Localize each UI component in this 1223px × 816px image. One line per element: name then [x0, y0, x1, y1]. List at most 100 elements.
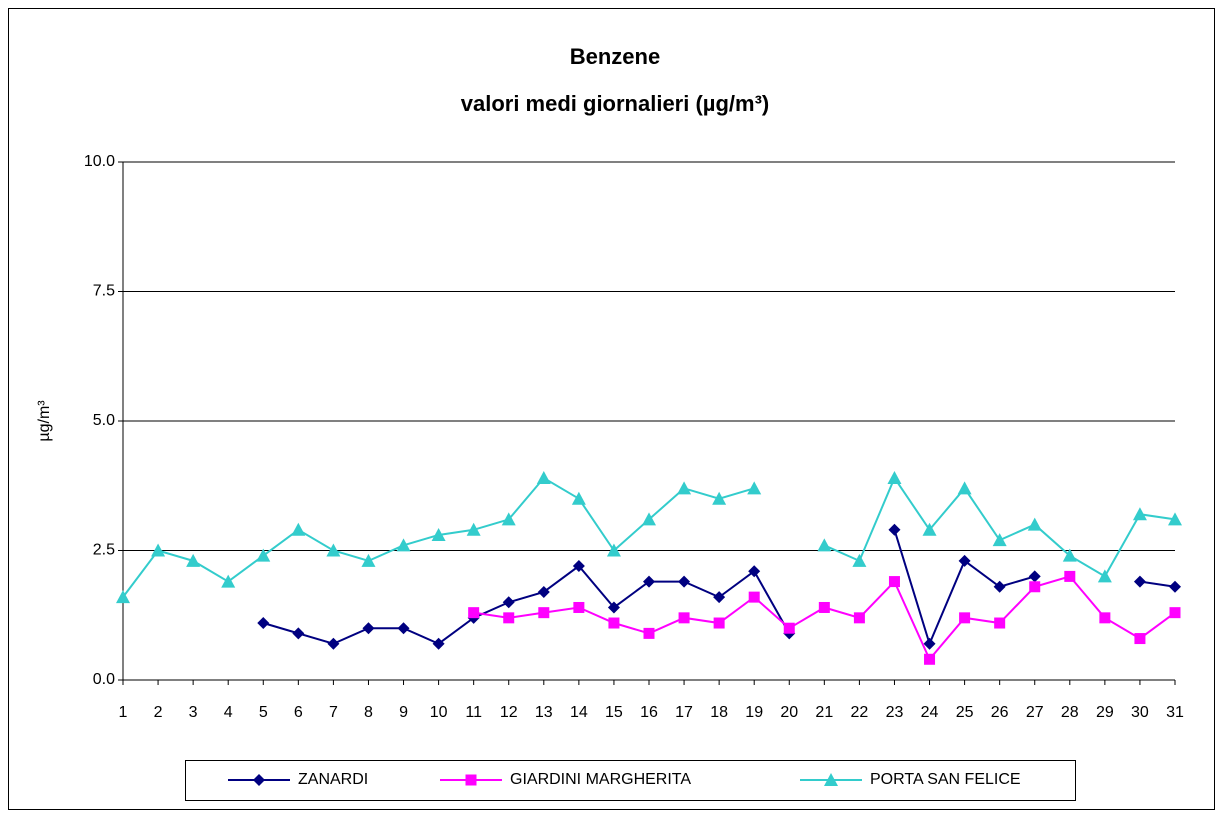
- x-tick-label: 23: [886, 704, 904, 721]
- marker: [643, 575, 655, 588]
- marker: [572, 560, 585, 573]
- y-tick-label: 10.0: [84, 153, 115, 170]
- marker: [783, 622, 795, 634]
- x-tick-label: 14: [570, 704, 588, 721]
- marker: [852, 553, 867, 567]
- marker: [256, 548, 271, 562]
- marker: [327, 637, 340, 650]
- marker: [747, 481, 762, 495]
- x-tick-label: 19: [745, 704, 763, 721]
- x-tick-label: 25: [956, 704, 974, 721]
- x-tick-label: 1: [119, 704, 128, 721]
- marker: [748, 565, 761, 578]
- legend-label: PORTA SAN FELICE: [870, 771, 1021, 788]
- marker: [853, 612, 865, 624]
- marker: [291, 522, 306, 536]
- x-tick-label: 3: [189, 704, 198, 721]
- x-tick-label: 6: [294, 704, 303, 721]
- marker: [186, 553, 201, 567]
- x-tick-label: 30: [1131, 704, 1149, 721]
- marker: [362, 622, 375, 635]
- marker: [678, 612, 690, 624]
- marker: [922, 522, 937, 536]
- marker: [1097, 569, 1112, 583]
- marker: [397, 622, 410, 635]
- marker: [1133, 575, 1146, 588]
- x-tick-label: 26: [991, 704, 1009, 721]
- marker: [1169, 607, 1181, 619]
- marker: [468, 607, 480, 619]
- marker: [643, 627, 655, 639]
- marker: [887, 470, 902, 484]
- marker: [538, 607, 550, 619]
- marker: [957, 481, 972, 495]
- y-tick-label: 2.5: [93, 542, 115, 559]
- marker: [1064, 570, 1076, 582]
- marker: [501, 512, 516, 526]
- marker: [432, 637, 445, 650]
- marker: [1062, 548, 1077, 562]
- x-tick-label: 31: [1166, 704, 1184, 721]
- marker: [116, 590, 130, 604]
- marker: [1134, 633, 1146, 645]
- marker: [503, 612, 515, 624]
- marker: [993, 580, 1006, 593]
- marker: [502, 596, 515, 609]
- y-axis-label: µg/m³: [36, 400, 53, 442]
- marker: [607, 601, 620, 614]
- marker: [888, 523, 901, 536]
- x-tick-label: 10: [430, 704, 448, 721]
- marker: [606, 543, 621, 557]
- x-tick-label: 13: [535, 704, 553, 721]
- marker: [1029, 581, 1041, 593]
- x-tick-label: 22: [851, 704, 869, 721]
- x-tick-label: 21: [815, 704, 833, 721]
- legend-marker: [824, 773, 838, 786]
- y-tick-label: 0.0: [93, 671, 115, 688]
- marker: [1132, 507, 1147, 521]
- marker: [1168, 512, 1182, 526]
- marker: [608, 617, 620, 629]
- x-tick-label: 15: [605, 704, 623, 721]
- x-tick-label: 20: [780, 704, 798, 721]
- marker: [431, 527, 446, 541]
- marker: [466, 522, 481, 536]
- x-tick-label: 8: [364, 704, 373, 721]
- marker: [221, 574, 236, 588]
- chart-border: [8, 8, 1215, 810]
- marker: [713, 617, 725, 629]
- marker: [292, 627, 305, 640]
- marker: [1028, 570, 1041, 583]
- x-tick-label: 16: [640, 704, 658, 721]
- marker: [923, 637, 936, 650]
- marker: [888, 576, 900, 588]
- marker: [712, 491, 727, 505]
- x-tick-label: 9: [399, 704, 408, 721]
- marker: [151, 543, 166, 557]
- marker: [817, 538, 832, 552]
- marker: [537, 585, 550, 598]
- x-tick-label: 12: [500, 704, 518, 721]
- marker: [994, 617, 1006, 629]
- x-tick-label: 2: [154, 704, 163, 721]
- marker: [361, 553, 376, 567]
- marker: [396, 538, 411, 552]
- chart-title: Benzene: [570, 44, 660, 69]
- legend-marker: [253, 774, 265, 786]
- marker: [326, 543, 341, 557]
- legend-label: ZANARDI: [298, 771, 368, 788]
- marker: [677, 481, 692, 495]
- marker: [748, 591, 760, 603]
- legend-label: GIARDINI MARGHERITA: [510, 771, 691, 788]
- legend-marker: [465, 774, 477, 786]
- marker: [958, 554, 971, 567]
- y-tick-label: 5.0: [93, 412, 115, 429]
- marker: [257, 617, 270, 630]
- x-tick-label: 5: [259, 704, 268, 721]
- marker: [1027, 517, 1042, 531]
- marker: [573, 601, 585, 613]
- marker: [992, 533, 1007, 547]
- marker: [1169, 580, 1181, 593]
- x-tick-label: 24: [921, 704, 939, 721]
